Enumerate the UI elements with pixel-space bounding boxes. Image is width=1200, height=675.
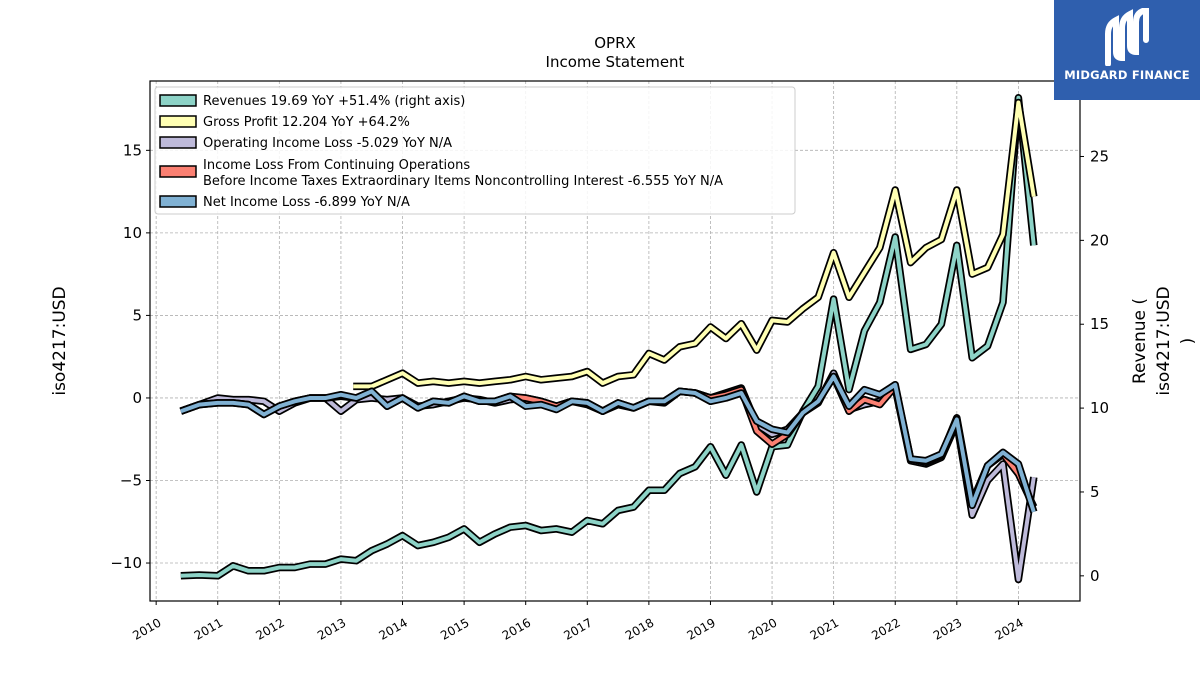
x-tick-label: 2014	[377, 615, 410, 642]
series-4	[179, 372, 1038, 514]
y-left-tick-label: −5	[120, 471, 142, 489]
x-tick-label: 2013	[315, 615, 348, 642]
x-tick-label: 2020	[746, 615, 779, 642]
legend-swatch	[159, 195, 197, 208]
x-tick-label: 2022	[869, 615, 902, 642]
legend-swatch	[159, 165, 197, 178]
legend-swatch	[159, 94, 197, 107]
x-tick-label: 2024	[992, 615, 1025, 642]
x-tick-label: 2010	[130, 615, 163, 642]
legend-entry: Income Loss From Continuing Operations Be…	[203, 158, 723, 189]
x-tick-label: 2018	[623, 615, 656, 642]
y-right-tick-label: 20	[1090, 231, 1109, 249]
y-left-tick-label: 0	[132, 389, 142, 407]
chart-title: OPRX	[594, 34, 636, 52]
x-tick-label: 2021	[808, 615, 841, 642]
series-line	[180, 371, 1036, 582]
chart-subtitle: Income Statement	[546, 53, 685, 71]
series-outline	[179, 369, 1038, 584]
x-tick-label: 2011	[192, 615, 225, 642]
y-left-tick-label: 15	[123, 141, 142, 159]
logo: MIDGARD FINANCE	[1054, 0, 1200, 100]
series-2	[179, 369, 1038, 584]
logo-mark-icon	[1105, 8, 1149, 66]
axis-labels: iso4217:USD Revenue (iso4217:USD)	[50, 286, 1198, 395]
legend-entry: Gross Profit 12.204 YoY +64.2%	[203, 115, 410, 130]
y-right-tick-label: 5	[1090, 483, 1100, 501]
logo-text: MIDGARD FINANCE	[1064, 68, 1190, 82]
series-line	[180, 374, 1036, 513]
y-left-tick-label: −10	[110, 554, 142, 572]
y-left-axis-label: iso4217:USD	[50, 286, 70, 395]
legend-entry: Net Income Loss -6.899 YoY N/A	[203, 195, 410, 210]
series-line	[353, 100, 1036, 389]
series-lines	[179, 94, 1038, 584]
y-right-tick-label: 0	[1090, 567, 1100, 585]
x-tick-label: 2015	[438, 615, 471, 642]
x-tick-label: 2023	[931, 615, 964, 642]
legend-entry: Revenues 19.69 YoY +51.4% (right axis)	[203, 94, 465, 109]
series-0	[180, 94, 1038, 580]
x-tick-label: 2016	[500, 615, 533, 642]
legend-swatch	[159, 136, 197, 149]
series-1	[353, 98, 1038, 391]
legend: Revenues 19.69 YoY +51.4% (right axis) Gr…	[154, 86, 796, 215]
y-right-tick-label: 15	[1090, 315, 1109, 333]
y-right-axis-label: Revenue (iso4217:USD)	[1130, 286, 1198, 395]
y-right-tick-label: 25	[1090, 147, 1109, 165]
legend-swatch	[159, 115, 197, 128]
y-left-tick-label: 5	[132, 306, 142, 324]
plot-frame	[149, 80, 1081, 602]
legend-entry: Operating Income Loss -5.029 YoY N/A	[203, 136, 452, 151]
x-tick-label: 2019	[685, 615, 718, 642]
y-right-tick-label: 10	[1090, 399, 1109, 417]
x-tick-label: 2017	[561, 615, 594, 642]
legend-box	[154, 86, 796, 215]
x-tick-label: 2012	[253, 615, 286, 642]
series-line	[180, 95, 1036, 578]
y-left-tick-label: 10	[123, 224, 142, 242]
